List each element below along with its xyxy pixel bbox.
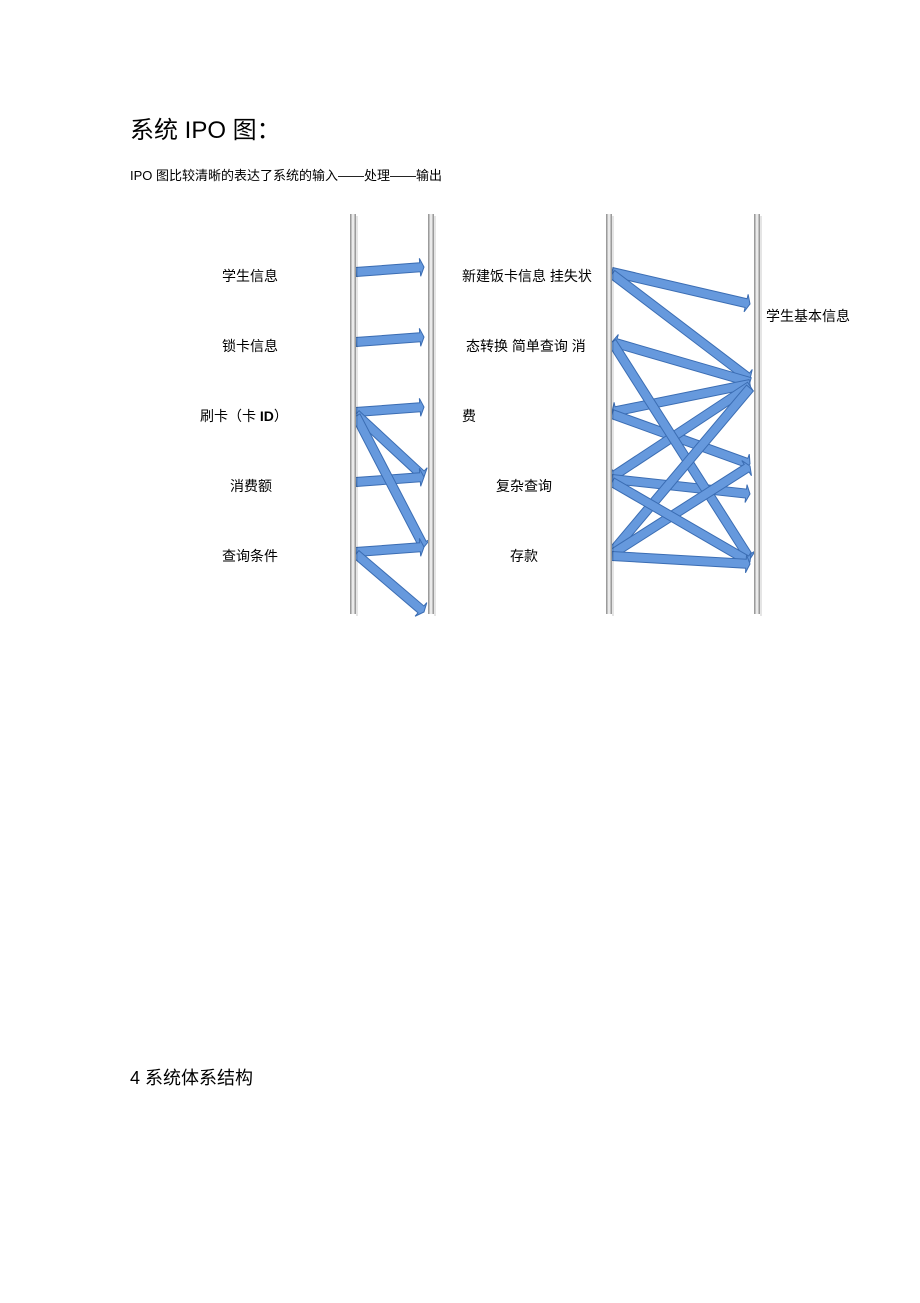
right-arrow-11 <box>612 552 750 573</box>
left-arrow-5 <box>352 414 430 548</box>
left-arrow-6 <box>356 538 424 556</box>
input-label-3: 消费额 <box>230 476 272 496</box>
vertical-bar-0 <box>350 214 356 614</box>
left-arrow-2 <box>356 398 424 416</box>
right-arrow-4 <box>610 410 750 471</box>
input-label-4: 查询条件 <box>222 546 278 566</box>
right-arrow-9 <box>610 461 752 558</box>
vertical-bar-2 <box>606 214 612 614</box>
process-label-3: 复杂查询 <box>496 476 552 496</box>
left-arrow-1 <box>356 328 424 346</box>
vertical-bar-3 <box>754 214 760 614</box>
page-title: 系统 IPO 图： <box>130 110 790 145</box>
right-arrow-2 <box>612 334 751 386</box>
right-arrow-0 <box>611 268 750 312</box>
output-label-0: 学生基本信息 <box>766 306 850 326</box>
process-label-0: 新建饭卡信息 挂失状 <box>462 266 592 286</box>
left-arrow-3 <box>353 411 427 481</box>
left-arrow-7 <box>353 551 427 617</box>
right-arrow-10 <box>610 478 751 568</box>
right-arrow-1 <box>609 270 752 383</box>
process-label-1: 态转换 简单查询 消 <box>466 336 586 356</box>
right-arrow-5 <box>610 382 752 482</box>
ipo-diagram: 学生信息锁卡信息刷卡（卡 ID） 消费额查询条件 新建饭卡信息 挂失状态转换 简单查… <box>170 214 870 634</box>
right-arrow-7 <box>608 340 755 561</box>
process-label-4: 存款 <box>510 546 538 566</box>
section-heading: 4 系统体系结构 <box>130 1064 790 1090</box>
right-arrow-8 <box>608 385 754 555</box>
input-label-0: 学生信息 <box>222 266 278 286</box>
input-label-2: 刷卡（卡 ID） <box>200 406 288 426</box>
right-arrow-3 <box>612 380 751 420</box>
vertical-bar-1 <box>428 214 434 614</box>
document-page: 系统 IPO 图： IPO 图比较清晰的表达了系统的输入——处理——输出 学生信… <box>0 0 920 1150</box>
right-arrow-6 <box>612 475 750 503</box>
input-label-1: 锁卡信息 <box>222 336 278 356</box>
page-subtitle: IPO 图比较清晰的表达了系统的输入——处理——输出 <box>130 165 790 184</box>
process-label-2: 费 <box>462 406 476 426</box>
left-arrow-0 <box>356 258 424 276</box>
left-arrow-4 <box>356 468 424 486</box>
